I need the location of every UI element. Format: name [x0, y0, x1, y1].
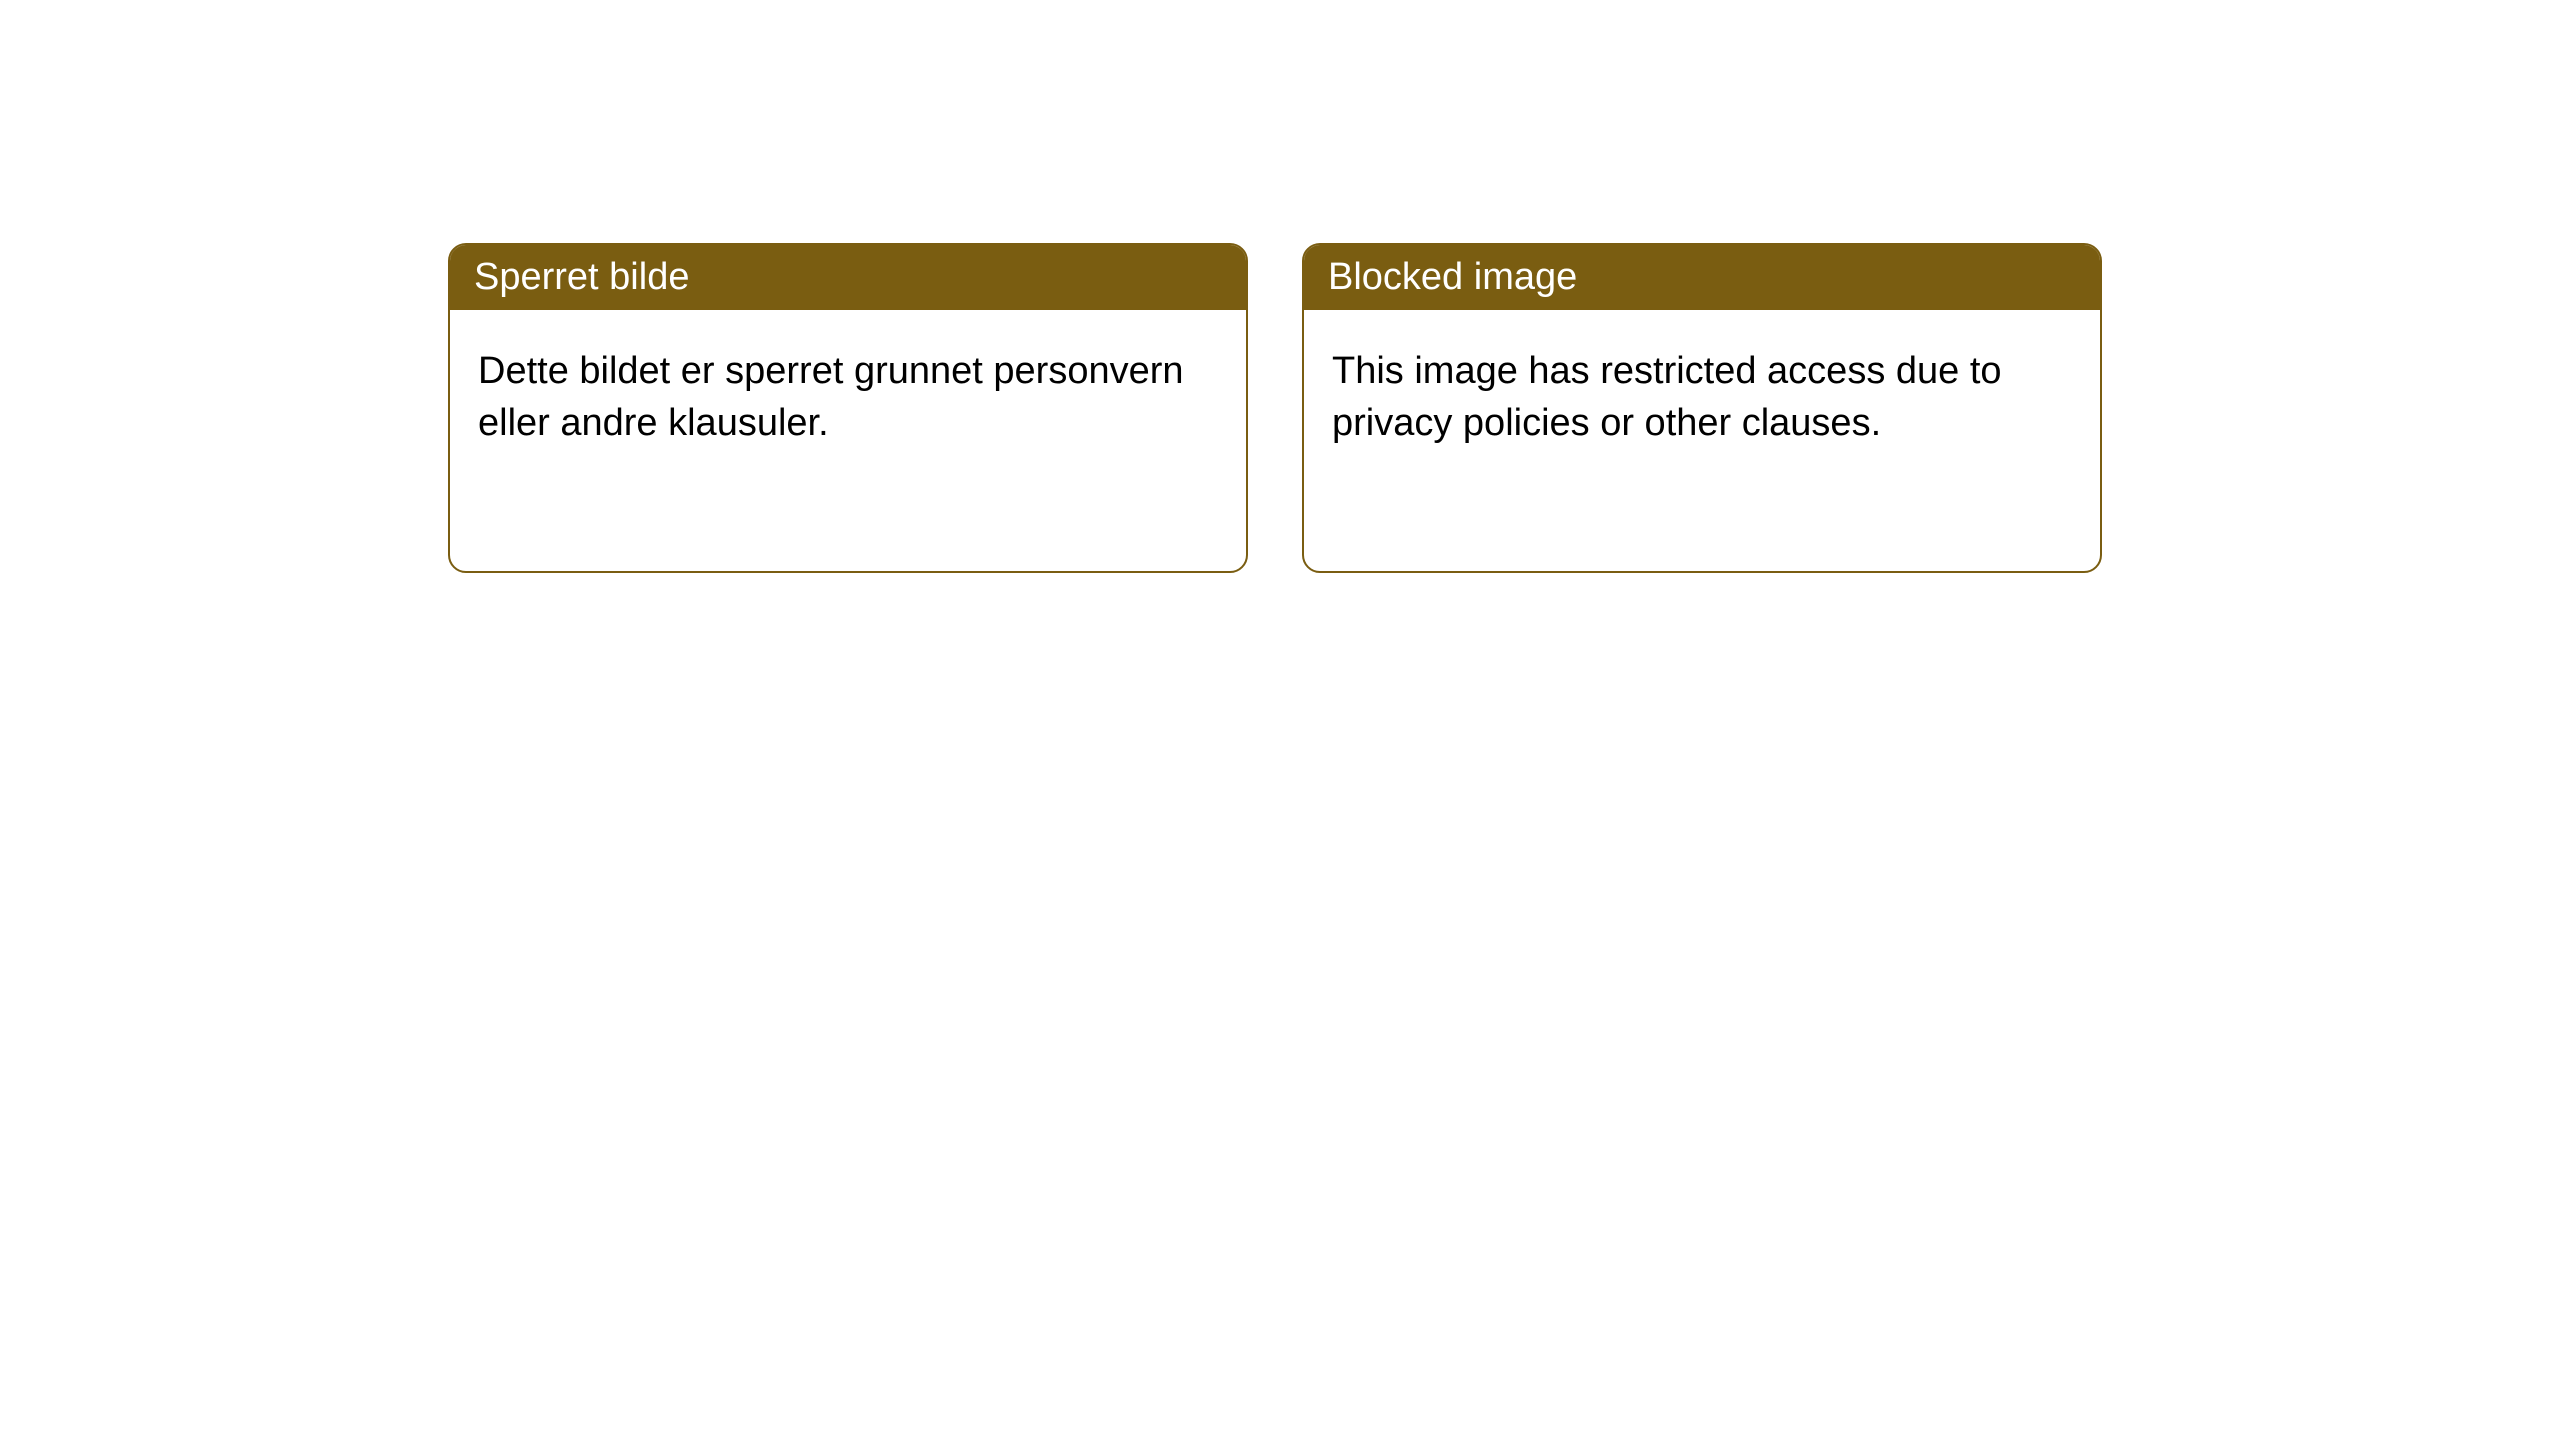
- card-header-en: Blocked image: [1304, 245, 2100, 310]
- card-body-no: Dette bildet er sperret grunnet personve…: [450, 310, 1246, 477]
- card-body-en: This image has restricted access due to …: [1304, 310, 2100, 477]
- blocked-image-card-en: Blocked image This image has restricted …: [1302, 243, 2102, 573]
- notice-container: Sperret bilde Dette bildet er sperret gr…: [0, 0, 2560, 573]
- blocked-image-card-no: Sperret bilde Dette bildet er sperret gr…: [448, 243, 1248, 573]
- card-header-no: Sperret bilde: [450, 245, 1246, 310]
